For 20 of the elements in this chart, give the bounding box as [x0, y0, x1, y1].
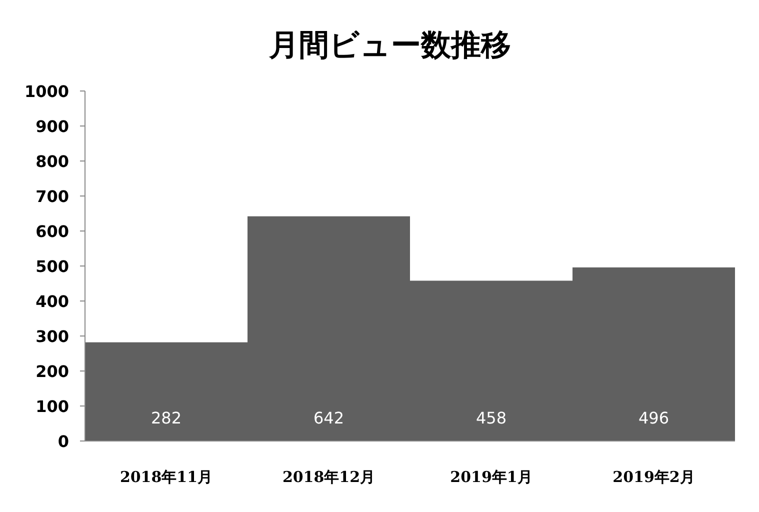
y-tick-label: 500 [36, 257, 69, 276]
y-tick-label: 700 [36, 187, 69, 206]
data-label: 496 [638, 408, 670, 428]
data-label: 642 [313, 408, 344, 428]
data-label: 458 [476, 408, 507, 428]
y-tick-label: 0 [58, 432, 69, 451]
x-tick-label: 2019年1月 [450, 468, 532, 486]
y-tick-label: 600 [36, 222, 69, 241]
y-tick-label: 400 [36, 292, 69, 311]
x-tick-label: 2018年12月 [282, 468, 376, 486]
y-tick-label: 900 [36, 117, 69, 136]
chart-title: 月間ビュー数推移 [268, 28, 511, 63]
y-tick-label: 200 [36, 362, 69, 381]
y-tick-label: 1000 [24, 82, 69, 101]
data-label: 282 [150, 408, 182, 428]
x-tick-label: 2018年11月 [120, 468, 213, 486]
x-tick-label: 2019年2月 [612, 468, 695, 486]
y-tick-label: 800 [36, 152, 69, 171]
y-tick-label: 100 [36, 397, 69, 416]
y-tick-label: 300 [36, 327, 69, 346]
